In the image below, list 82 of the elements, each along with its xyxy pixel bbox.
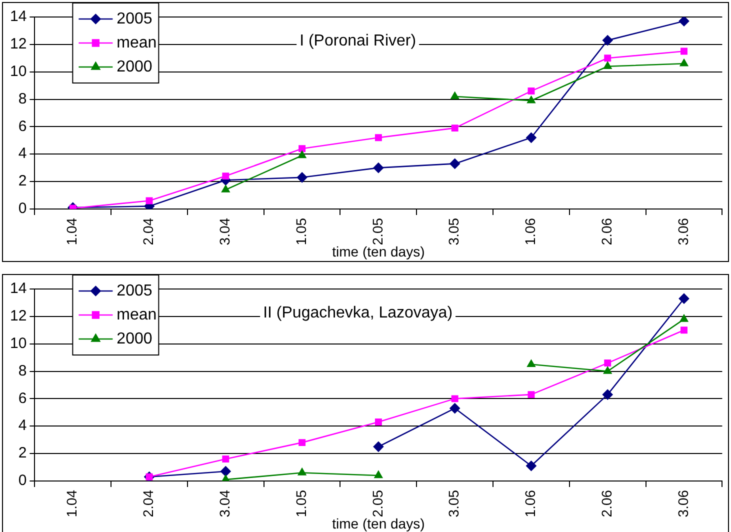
point bbox=[604, 54, 612, 62]
point bbox=[373, 162, 384, 173]
point bbox=[296, 172, 308, 183]
point bbox=[298, 150, 306, 158]
x-tick-label: 1.05 bbox=[292, 218, 309, 246]
x-tick-label: 2.05 bbox=[369, 490, 386, 518]
point bbox=[450, 158, 460, 169]
point bbox=[374, 134, 382, 142]
point bbox=[604, 360, 612, 367]
text: I (Poronai River) bbox=[300, 32, 416, 50]
x-tick-label: 2.05 bbox=[369, 218, 386, 246]
x-tick-label: 2.06 bbox=[598, 218, 614, 246]
y-tick-label: 8 bbox=[18, 362, 27, 380]
point bbox=[528, 88, 535, 95]
point bbox=[146, 197, 153, 204]
point bbox=[527, 360, 536, 368]
text: II (Pugachevka, Lazovaya) bbox=[263, 304, 453, 322]
point bbox=[450, 92, 459, 100]
x-axis-title: time (ten days) bbox=[332, 515, 425, 532]
x-tick-label: 2.06 bbox=[598, 490, 614, 518]
legend-label: mean bbox=[116, 306, 157, 324]
point bbox=[298, 439, 306, 446]
point bbox=[526, 132, 536, 143]
y-tick-label: 12 bbox=[10, 36, 27, 53]
point bbox=[680, 48, 688, 55]
point bbox=[374, 470, 383, 478]
point bbox=[298, 145, 306, 152]
point bbox=[680, 58, 688, 66]
point bbox=[602, 35, 613, 46]
y-tick-label: 4 bbox=[18, 417, 27, 434]
point bbox=[451, 395, 458, 402]
point bbox=[680, 326, 688, 334]
y-tick-label: 6 bbox=[18, 118, 27, 135]
x-tick-label: 2.04 bbox=[140, 218, 156, 246]
legend-label: 2000 bbox=[116, 330, 152, 348]
x-tick-label: 3.06 bbox=[674, 490, 691, 518]
x-tick-label: 2.04 bbox=[140, 490, 156, 518]
x-tick-label: 3.06 bbox=[674, 218, 691, 246]
point bbox=[678, 293, 690, 304]
point bbox=[528, 391, 535, 398]
x-tick-label: 1.04 bbox=[64, 218, 80, 246]
y-tick-label: 2 bbox=[18, 172, 27, 190]
point bbox=[220, 466, 231, 477]
point bbox=[678, 17, 690, 26]
y-tick-label: 14 bbox=[10, 280, 27, 298]
y-tick-label: 4 bbox=[18, 145, 27, 162]
y-tick-label: 0 bbox=[18, 472, 27, 490]
point bbox=[222, 456, 230, 462]
point bbox=[222, 172, 230, 180]
point bbox=[526, 460, 536, 472]
point bbox=[374, 418, 382, 426]
legend-label: mean bbox=[116, 34, 157, 52]
y-tick-label: 2 bbox=[18, 444, 27, 462]
point bbox=[602, 389, 613, 400]
x-tick-label: 1.05 bbox=[292, 490, 309, 518]
x-tick-label: 3.04 bbox=[216, 218, 233, 246]
legend-label: 2005 bbox=[116, 282, 152, 300]
y-tick-label: 8 bbox=[18, 90, 27, 108]
point bbox=[680, 314, 688, 322]
point bbox=[450, 403, 460, 414]
legend-label: 2005 bbox=[116, 10, 152, 28]
point bbox=[604, 366, 612, 374]
point bbox=[527, 96, 536, 104]
x-tick-label: 1.06 bbox=[522, 218, 538, 246]
point bbox=[373, 442, 384, 452]
x-tick-label: 1.04 bbox=[64, 490, 80, 518]
point bbox=[604, 62, 612, 70]
point bbox=[451, 124, 458, 132]
y-tick-label: 10 bbox=[10, 334, 27, 352]
x-tick-label: 3.04 bbox=[216, 490, 233, 518]
y-tick-label: 14 bbox=[10, 8, 27, 26]
x-tick-label: 3.05 bbox=[446, 490, 462, 518]
y-tick-label: 6 bbox=[18, 390, 27, 407]
legend-label: 2000 bbox=[116, 58, 152, 76]
point bbox=[222, 185, 230, 192]
y-tick-label: 10 bbox=[10, 62, 27, 80]
y-tick-label: 0 bbox=[18, 200, 27, 218]
y-tick-label: 12 bbox=[10, 308, 27, 325]
x-tick-label: 3.05 bbox=[446, 218, 462, 246]
x-axis-title: time (ten days) bbox=[332, 243, 425, 260]
point bbox=[298, 468, 306, 476]
x-tick-label: 1.06 bbox=[522, 490, 538, 518]
